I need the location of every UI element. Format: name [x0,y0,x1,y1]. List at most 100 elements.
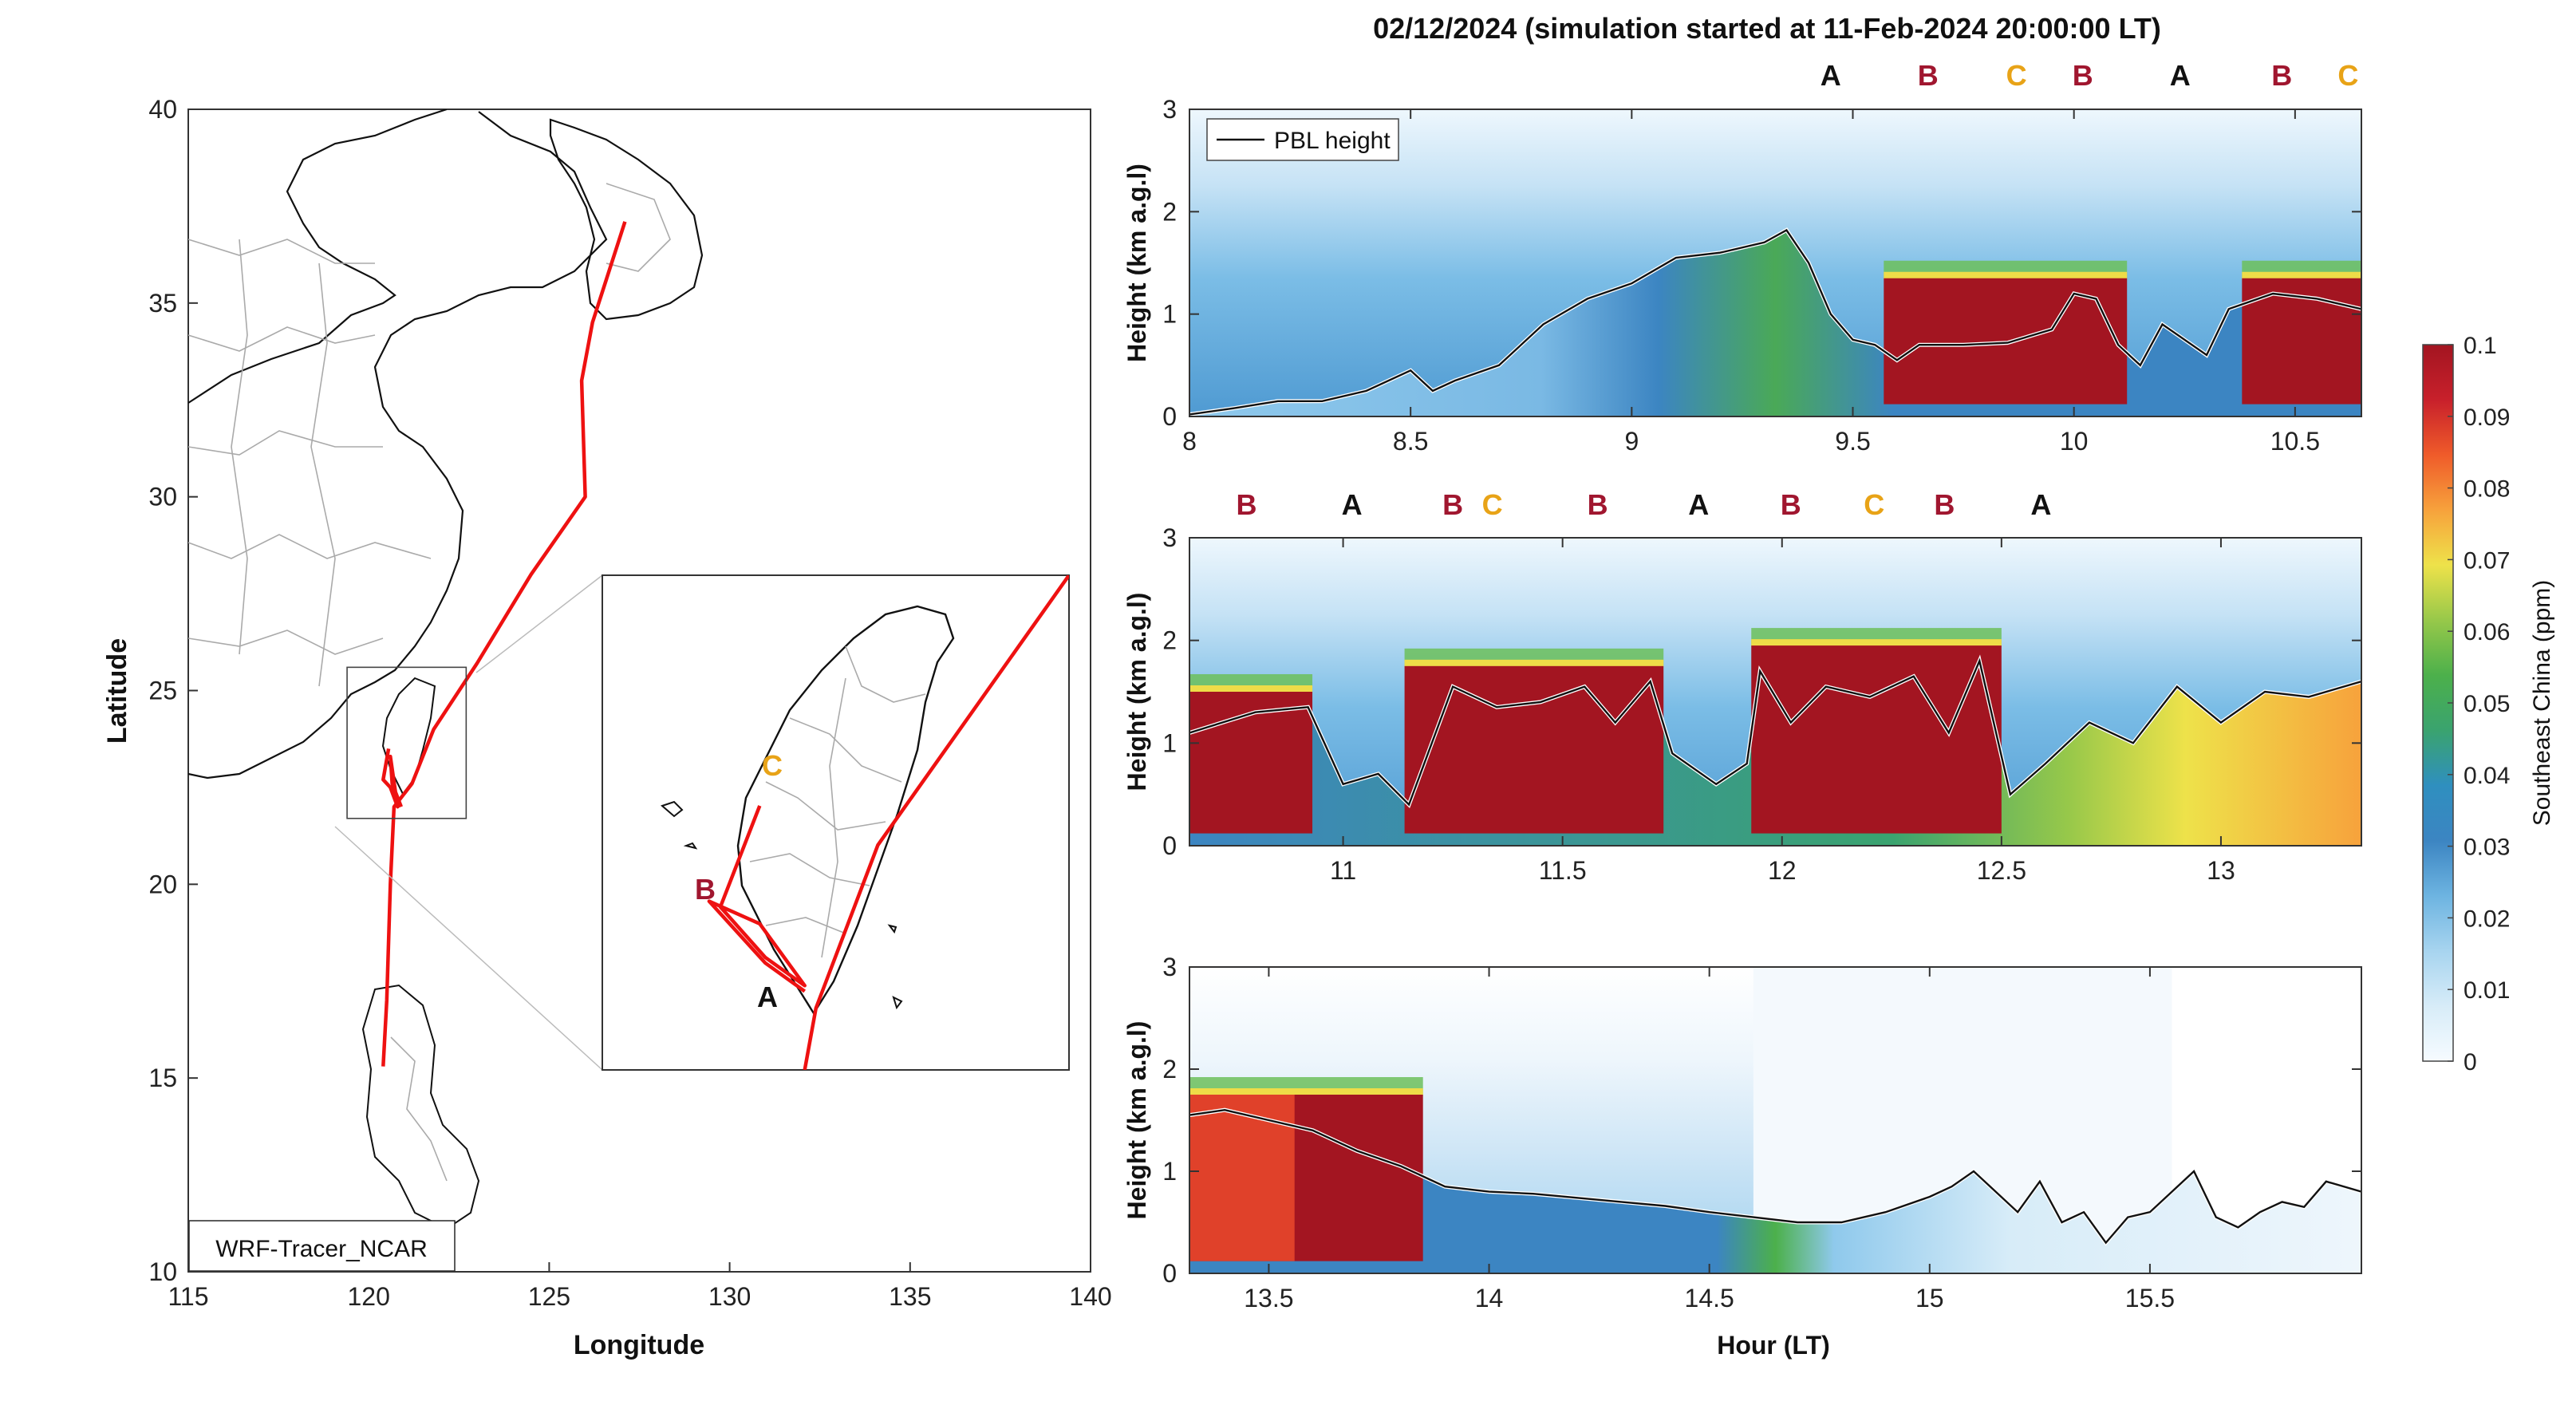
x-axis-label-hour: Hour (LT) [1717,1331,1830,1360]
segment-label-C: C [1482,488,1503,521]
coastline-luzon [361,984,480,1230]
segment-label-A: A [1821,59,1841,92]
panel-frame [1189,109,2362,417]
x-tick-label: 11 [1330,856,1356,885]
inset-label-B: B [695,873,716,906]
inset-flight-track [803,575,1069,1070]
figure-title: 02/12/2024 (simulation started at 11-Feb… [1373,12,2161,45]
y-tick-label: 1 [1162,728,1177,757]
map-x-axis-label: Longitude [574,1330,704,1360]
colorbar-label: Southeast China (ppm) [2529,580,2555,827]
y-tick-label: 3 [1162,953,1177,981]
x-tick-label: 13 [2207,856,2235,885]
map-y-tick-label: 20 [148,870,177,898]
segment-label-A: A [2170,59,2191,92]
segment-label-B: B [1588,488,1608,521]
map-x-tick-label: 130 [708,1282,751,1311]
inset-region-box [346,666,467,819]
tracer-high-block-light [1189,1095,1295,1261]
colorbar-tick-label: 0.04 [2464,763,2510,789]
x-tick-label: 12.5 [1977,856,2026,885]
y-tick-label: 2 [1162,626,1177,655]
x-tick-label: 11.5 [1539,856,1587,885]
inset-connector-top [475,574,603,673]
y-tick-label: 1 [1162,1157,1177,1186]
model-label-box [188,1220,456,1272]
pbl-height-line [1189,657,2361,807]
y-tick-label: 0 [1162,1259,1177,1288]
segment-label-B: B [1781,488,1801,521]
segment-label-A: A [2030,488,2051,521]
segment-label-C: C [1864,488,1884,521]
segment-label-B: B [1918,59,1939,92]
map-x-ticks: 115 120 125 130 135 140 [168,1262,1112,1311]
segment-label-B: B [2073,59,2093,92]
y-tick-label: 1 [1162,300,1177,329]
province-borders [188,183,671,1182]
colorbar-tick-label: 0.07 [2464,547,2510,574]
colorbar: 0 0.01 0.02 0.03 0.04 0.05 0.06 0.07 0.08 0.09 0.1… [2422,333,2555,1076]
tracer-field [1189,538,2361,846]
y-tick-label: 0 [1162,831,1177,860]
x-tick-label: 10.5 [2270,427,2320,456]
tracer-fringe-yellow [1884,271,2128,280]
map-y-tick-label: 40 [148,95,177,124]
x-tick-label: 13.5 [1244,1284,1293,1312]
x-tick-label: 14 [1475,1284,1504,1312]
colorbar-tick-label: 0.06 [2464,619,2510,645]
segment-label-C: C [2006,59,2027,92]
colorbar-tick-label: 0.08 [2464,476,2510,503]
pbl-height-line [1189,1108,2361,1245]
map-y-axis-label: Latitude [102,638,132,744]
segment-label-A: A [1342,488,1363,521]
map-x-tick-label: 115 [168,1282,208,1311]
panel-top: 8 8.5 9 9.5 10 10.5 0 1 2 3 Height (km a.g.l) A B C B A… [1122,59,2362,456]
inset-flight-track-local [707,805,807,993]
x-tick-label: 12 [1768,856,1797,885]
panel-frame [1189,537,2362,847]
map-y-tick-label: 10 [148,1257,177,1286]
segment-label-B: B [1442,488,1463,521]
legend-label: PBL height [1274,128,1391,154]
x-tick-label: 8.5 [1393,427,1428,456]
coastline-korea [549,118,704,321]
y-tick-label: 3 [1162,523,1177,552]
segment-label-C: C [2337,59,2358,92]
map-x-tick-label: 120 [348,1282,390,1311]
model-label: WRF-Tracer_NCAR [215,1236,428,1262]
tracer-fringe-yellow [1189,1088,1423,1096]
colorbar-tick-label: 0.1 [2464,333,2497,359]
x-tick-label: 15.5 [2125,1284,2175,1312]
map-x-tick-label: 135 [889,1282,931,1311]
panel-bottom: 13.5 14 14.5 15 15.5 0 1 2 3 Height (km a.g.l) [1122,953,2362,1312]
inset-connector-bottom [334,826,603,1071]
colorbar-tick-label: 0 [2464,1049,2477,1076]
y-tick-label: 2 [1162,197,1177,226]
colorbar-ticks: 0 0.01 0.02 0.03 0.04 0.05 0.06 0.07 0.08 0.09 0.1 [2448,333,2510,1076]
inset-islands [661,800,903,1010]
y-tick-label: 3 [1162,95,1177,124]
y-tick-label: 2 [1162,1055,1177,1083]
x-tick-label: 10 [2060,427,2089,456]
map-x-tick-label: 125 [528,1282,570,1311]
segment-label-B: B [1237,488,1257,521]
map-x-tick-label: 140 [1069,1282,1111,1311]
colorbar-tick-label: 0.02 [2464,906,2510,932]
segment-label-B: B [2271,59,2292,92]
mixed-layer-field [1189,1110,2361,1273]
tracer-field [1189,967,2361,1273]
colorbar-tick-label: 0.05 [2464,691,2510,717]
x-tick-label: 9.5 [1835,427,1870,456]
colorbar-tick-label: 0.09 [2464,405,2510,431]
map-y-tick-label: 35 [148,289,177,318]
tracer-fringe-yellow [1404,659,1664,668]
map-y-tick-label: 30 [148,483,177,511]
flight-track-line [381,221,627,1067]
map-y-tick-label: 15 [148,1064,177,1092]
y-tick-label: 0 [1162,402,1177,431]
tracer-fringe-yellow [1751,639,2002,648]
colorbar-tick-label: 0.01 [2464,977,2510,1004]
flight-track-local-line [381,748,403,809]
